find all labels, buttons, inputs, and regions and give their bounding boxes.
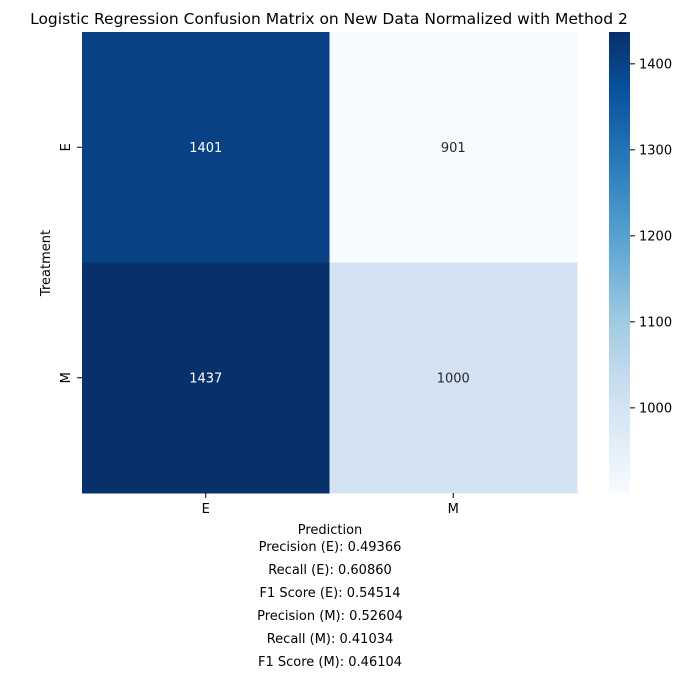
- cell-M-M: [329, 262, 578, 494]
- colorbar: [609, 32, 630, 493]
- cell-E-M: [329, 32, 578, 263]
- colorbar-ticks: 1000 1100 1200 1300 1400: [630, 57, 672, 416]
- y-axis-label: Treatment: [39, 230, 54, 297]
- x-tick-label: M: [448, 502, 459, 517]
- cell-value-label: 1000: [437, 371, 470, 386]
- colorbar-tick-label: 1100: [639, 315, 672, 330]
- cell-M-E: [82, 262, 330, 494]
- cell-value-label: 901: [441, 141, 466, 156]
- metric-f1-e: F1 Score (E): 0.54514: [259, 586, 401, 601]
- cell-value-label: 1437: [189, 371, 222, 386]
- metric-recall-e: Recall (E): 0.60860: [268, 563, 392, 578]
- y-axis: EM: [59, 143, 82, 383]
- x-axis-label: Prediction: [298, 523, 363, 538]
- y-tick-label: M: [59, 372, 74, 383]
- y-tick-label: E: [59, 143, 74, 151]
- colorbar-tick-label: 1400: [639, 57, 672, 72]
- chart-title: Logistic Regression Confusion Matrix on …: [30, 10, 628, 28]
- colorbar-tick-label: 1300: [639, 143, 672, 158]
- confusion-matrix-chart: Logistic Regression Confusion Matrix on …: [30, 10, 672, 538]
- cell-value-label: 1401: [189, 141, 222, 156]
- colorbar-tick-label: 1200: [639, 229, 672, 244]
- metric-precision-e: Precision (E): 0.49366: [258, 540, 402, 555]
- cell-E-E: [82, 32, 330, 263]
- metric-f1-m: F1 Score (M): 0.46104: [257, 655, 403, 670]
- metric-precision-m: Precision (M): 0.52604: [257, 609, 403, 624]
- heatmap-cells: 1401 901 1437 1000: [82, 32, 578, 494]
- metric-recall-m: Recall (M): 0.41034: [266, 632, 394, 647]
- x-tick-label: E: [202, 502, 210, 517]
- colorbar-tick-label: 1000: [639, 401, 672, 416]
